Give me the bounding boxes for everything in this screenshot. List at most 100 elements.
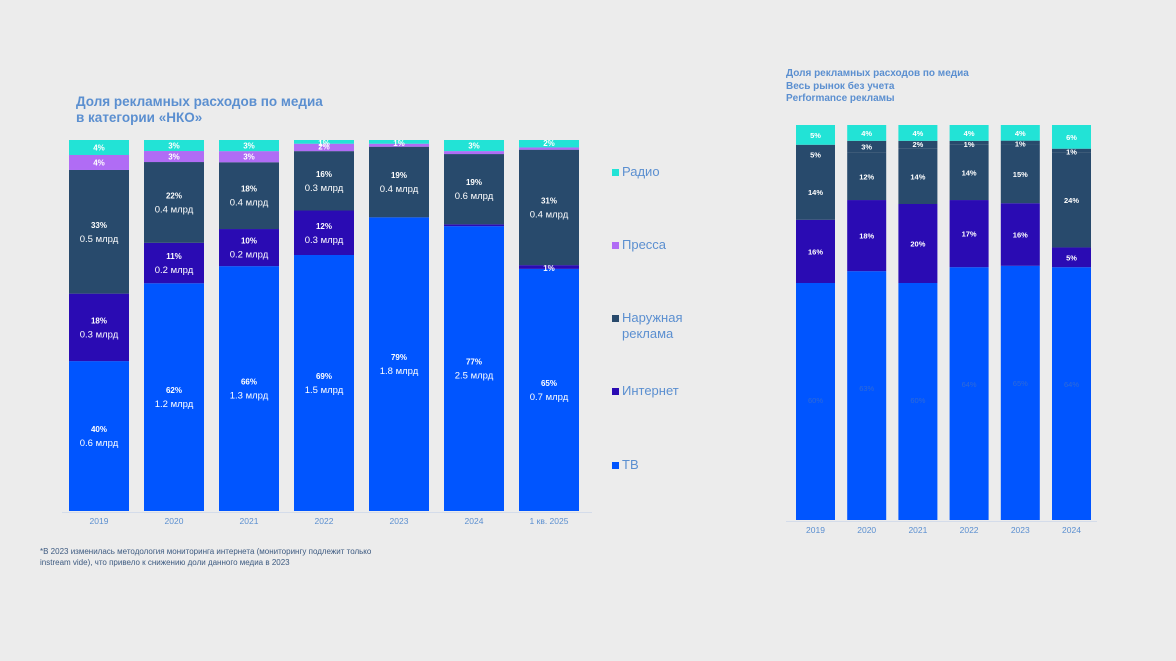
- chart1-bar-internet-2021: [219, 229, 279, 267]
- legend-swatch-internet: [612, 388, 619, 395]
- chart2-bar-press-2024: [1052, 148, 1091, 153]
- chart2-label-tv-2022: 64%: [962, 380, 977, 389]
- chart1-label-tv-2019: 40%: [91, 425, 107, 434]
- right-chart-title-line1: Доля рекламных расходов по медиа: [786, 68, 969, 79]
- chart2-label-tv-2021: 60%: [910, 396, 925, 405]
- chart2-label-internet-2019: 16%: [808, 247, 823, 256]
- chart1-bar-tv-2022: [294, 255, 354, 511]
- chart1-bar-outdoor-1-кв.-2025: [519, 149, 579, 266]
- chart1-bar-internet-2024: [444, 224, 504, 227]
- chart1-bar-press-1-кв.-2025: [519, 147, 579, 150]
- chart2-bar-tv-2021: [898, 283, 938, 520]
- chart2-label-outdoor-2020: 12%: [859, 172, 874, 181]
- chart2-label-tv-2019: 60%: [808, 396, 823, 405]
- chart1-label-radio-1-кв.-2025: 2%: [543, 139, 555, 148]
- chart1-bar-press-2023: [369, 143, 429, 147]
- chart1-bar-radio-2022: [294, 140, 354, 144]
- chart1-amount-internet-2022: 0.3 млрд: [305, 235, 344, 246]
- chart2-bar-internet-2020: [847, 200, 887, 272]
- chart1-label-outdoor-2019: 33%: [91, 221, 107, 230]
- chart1-bar-radio-2019: [69, 140, 129, 155]
- chart1-label-internet-1-кв.-2025: 1%: [543, 264, 555, 273]
- chart2-label-outdoor-2021: 14%: [910, 172, 925, 181]
- chart1-amount-outdoor-2022: 0.3 млрд: [305, 183, 344, 194]
- chart2-bar-internet-2021: [898, 204, 938, 283]
- chart2-tick-2021: 2021: [908, 525, 927, 535]
- chart1-label-outdoor-2024: 19%: [466, 178, 482, 187]
- chart1-bar-outdoor-2023: [369, 146, 429, 218]
- chart1-bar-radio-2021: [219, 140, 279, 152]
- chart1-label-radio-2023: 1%: [393, 139, 405, 148]
- chart2-label-radio-2021: 4%: [912, 129, 923, 138]
- chart1-amount-internet-2020: 0.2 млрд: [155, 265, 194, 276]
- chart2-label-press-2021: 2%: [912, 140, 923, 149]
- chart2-bar-radio-2019: [796, 125, 835, 145]
- legend-item-internet: Интернет: [612, 383, 679, 399]
- chart2-label-outdoor-2024: 24%: [1064, 196, 1079, 205]
- chart2-label-tv-2023: 65%: [1013, 379, 1028, 388]
- chart2-bar-radio-2023: [1000, 125, 1040, 141]
- right-chart-title-line3: Performance рекламы: [786, 93, 895, 104]
- legend-label-outdoor-line1: Наружная: [622, 310, 683, 325]
- chart1-bar-internet-2022: [294, 210, 354, 256]
- chart2-bar-press-2023: [1000, 140, 1040, 145]
- chart1-bar-press-2019: [69, 154, 129, 170]
- chart1-label-press-2019: 4%: [93, 158, 105, 167]
- chart1-bar-radio-2020: [144, 140, 204, 152]
- chart1-bar-tv-1-кв.-2025: [519, 268, 579, 511]
- chart1-amount-tv-2024: 2.5 млрд: [455, 371, 494, 382]
- chart1-tick-2019: 2019: [90, 516, 109, 526]
- chart1-bar-press-2021: [219, 151, 279, 163]
- chart1-label-outdoor-2022: 16%: [316, 170, 332, 179]
- chart1-bar-outdoor-2024: [444, 154, 504, 225]
- chart1-amount-outdoor-2019: 0.5 млрд: [80, 234, 119, 245]
- chart1-label-outdoor-2023: 19%: [391, 171, 407, 180]
- chart1-tick-2022: 2022: [315, 516, 334, 526]
- legend-label-tv: ТВ: [622, 457, 639, 472]
- chart1-amount-tv-2019: 0.6 млрд: [80, 438, 119, 449]
- chart2-bar-internet-2023: [1000, 203, 1040, 266]
- chart1-tick-2021: 2021: [240, 516, 259, 526]
- chart1-label-tv-2023: 79%: [391, 353, 407, 362]
- chart2-label-radio-2024: 6%: [1066, 133, 1077, 142]
- chart2-bar-outdoor-2020: [847, 152, 887, 201]
- chart2-bar-outdoor-2024: [1052, 152, 1091, 248]
- chart1-label-radio-2020: 3%: [168, 142, 180, 151]
- chart2-tick-2022: 2022: [960, 525, 979, 535]
- chart2-label-press-2020: 3%: [861, 143, 872, 152]
- chart2-bar-outdoor-2023: [1000, 144, 1040, 204]
- chart1-label-press-2020: 3%: [168, 153, 180, 162]
- chart2-bar-internet-2022: [949, 200, 989, 268]
- chart1-label-internet-2021: 10%: [241, 237, 257, 246]
- chart1-amount-outdoor-2023: 0.4 млрд: [380, 184, 419, 195]
- legend-label-internet: Интернет: [622, 383, 679, 398]
- chart2-bar-outdoor-2019: [796, 164, 835, 220]
- chart1-bar-internet-2019: [69, 293, 129, 362]
- chart2-bar-radio-2022: [949, 125, 989, 141]
- chart2-bar-press-2021: [898, 140, 938, 149]
- chart1-amount-outdoor-1-кв.-2025: 0.4 млрд: [530, 209, 569, 220]
- chart1-label-radio-2024: 3%: [468, 142, 480, 151]
- chart1-label-radio-2019: 4%: [93, 143, 105, 152]
- chart1-tick-2024: 2024: [465, 516, 484, 526]
- chart1-label-outdoor-1-кв.-2025: 31%: [541, 196, 557, 205]
- left-chart-title: Доля рекламных расходов по медиа в катег…: [76, 94, 376, 126]
- chart1-label-press-2021: 3%: [243, 153, 255, 162]
- chart2-label-outdoor-2019: 14%: [808, 188, 823, 197]
- legend-swatch-radio: [612, 169, 619, 176]
- chart2-bar-tv-2024: [1052, 267, 1091, 520]
- chart2-bar-tv-2023: [1000, 265, 1040, 520]
- chart2-bar-press-2020: [847, 140, 887, 153]
- chart2-label-radio-2023: 4%: [1015, 129, 1026, 138]
- chart1-bar-outdoor-2019: [69, 169, 129, 294]
- chart1-label-radio-2021: 3%: [243, 142, 255, 151]
- chart2-label-press-2022: 1%: [964, 140, 975, 149]
- right-chart-title: Доля рекламных расходов по медиа Весь ры…: [786, 68, 1046, 106]
- chart2-label-press-2023: 1%: [1015, 140, 1026, 149]
- chart1-amount-internet-2019: 0.3 млрд: [80, 329, 119, 340]
- chart2-bar-internet-2019: [796, 219, 835, 283]
- left-chart-title-line2: в категории «НКО»: [76, 110, 203, 125]
- chart1-amount-tv-2020: 1.2 млрд: [155, 399, 194, 410]
- chart1-bar-press-2022: [294, 143, 354, 152]
- chart2-bar-press-2019: [796, 144, 835, 165]
